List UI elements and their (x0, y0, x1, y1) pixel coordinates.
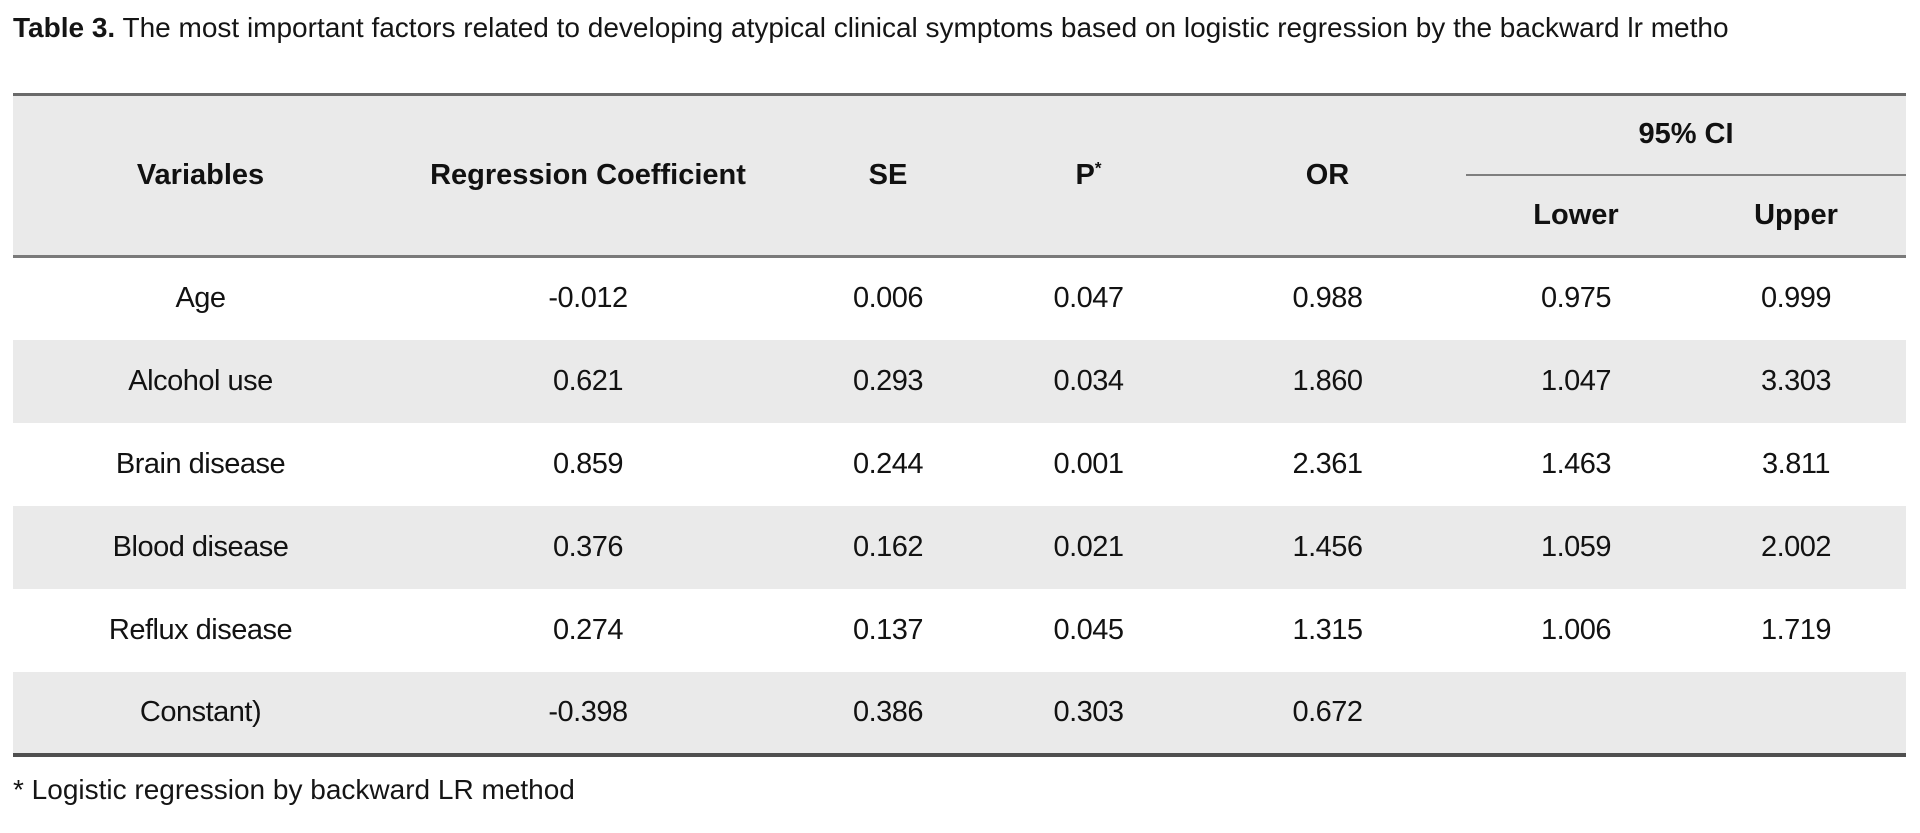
table-row-brain-disease: Brain disease 0.859 0.244 0.001 2.361 1.… (13, 423, 1906, 506)
cell-p: 0.047 (1053, 282, 1124, 315)
cell-or: 2.361 (1292, 447, 1363, 480)
table-caption: Table 3. The most important factors rela… (13, 10, 1907, 46)
cell-p: 0.001 (1053, 447, 1124, 480)
cell-upper: 3.303 (1760, 364, 1832, 397)
cell-variable: Brain disease (115, 447, 286, 480)
cell-variable: Blood disease (112, 530, 289, 563)
cell-lower: 0.975 (1540, 282, 1612, 315)
col-header-se: SE (788, 93, 988, 258)
cell-coef: 0.376 (552, 530, 624, 563)
cell-or: 1.315 (1292, 613, 1363, 646)
cell-lower: 1.006 (1540, 613, 1612, 646)
col-header-ci-lower: Lower (1466, 174, 1686, 258)
cell-coef: 0.859 (552, 447, 624, 480)
cell-lower: 1.047 (1540, 364, 1612, 397)
cell-upper: 3.811 (1762, 447, 1830, 480)
cell-coef: 0.274 (552, 613, 624, 646)
col-header-ci-upper: Upper (1686, 174, 1907, 258)
table-row-alcohol-use: Alcohol use 0.621 0.293 0.034 1.860 1.04… (13, 339, 1907, 423)
cell-or: 1.860 (1292, 364, 1363, 397)
cell-se: 0.293 (852, 364, 924, 397)
cell-coef: 0.621 (552, 364, 624, 397)
table-body: Age -0.012 0.006 0.047 0.988 0.975 0.999… (13, 257, 1907, 757)
col-header-p: P* (988, 93, 1189, 258)
table-row-blood-disease: Blood disease 0.376 0.162 0.021 1.456 1.… (13, 505, 1907, 589)
cell-variable: Reflux disease (108, 613, 293, 646)
table-row-reflux-disease: Reflux disease 0.274 0.137 0.045 1.315 1… (13, 589, 1906, 672)
cell-se: 0.006 (852, 282, 924, 315)
table-header: Variables Regression Coefficient SE P* O… (13, 93, 1907, 258)
p-asterisk: * (1094, 158, 1102, 178)
cell-coef: -0.012 (548, 282, 628, 315)
footnote: * Logistic regression by backward LR met… (13, 773, 575, 805)
table-row-age: Age -0.012 0.006 0.047 0.988 0.975 0.999 (13, 257, 1906, 340)
cell-lower: 1.463 (1540, 447, 1612, 480)
cell-upper (1686, 671, 1907, 757)
cell-upper: 2.002 (1760, 530, 1832, 563)
header-row-sub: Lower Upper (13, 174, 1907, 258)
col-header-95-ci: 95% CI (1466, 93, 1907, 176)
cell-p: 0.045 (1053, 613, 1124, 646)
cell-se: 0.386 (788, 671, 988, 757)
cell-or: 1.456 (1292, 530, 1363, 563)
cell-se: 0.162 (852, 530, 924, 563)
table-caption-label: Table 3. (13, 12, 116, 43)
cell-lower: 1.059 (1540, 530, 1612, 563)
col-header-or: OR (1189, 93, 1466, 258)
cell-variable: Alcohol use (128, 364, 273, 397)
header-row-top: Variables Regression Coefficient SE P* O… (13, 93, 1907, 258)
cell-variable: Age (175, 282, 226, 315)
cell-p: 0.021 (1053, 530, 1124, 563)
cell-variable: Constant) (13, 671, 388, 757)
col-header-p-text: P (1075, 159, 1095, 191)
regression-table: Variables Regression Coefficient SE P* O… (13, 93, 1907, 757)
cell-se: 0.137 (852, 613, 924, 646)
cell-p: 0.034 (1053, 364, 1124, 397)
table-caption-text: The most important factors related to de… (115, 12, 1729, 43)
cell-upper: 1.719 (1760, 613, 1832, 646)
table-row-constant: Constant) -0.398 0.386 0.303 0.672 (13, 671, 1907, 757)
col-header-regression-coefficient: Regression Coefficient (388, 93, 788, 258)
cell-lower (1466, 671, 1686, 757)
cell-or: 0.988 (1292, 282, 1363, 315)
cell-coef: -0.398 (388, 671, 788, 757)
cell-upper: 0.999 (1760, 282, 1832, 315)
cell-se: 0.244 (852, 447, 924, 480)
cell-or: 0.672 (1189, 671, 1466, 757)
cell-p: 0.303 (988, 671, 1189, 757)
col-header-variables: Variables (13, 93, 388, 258)
